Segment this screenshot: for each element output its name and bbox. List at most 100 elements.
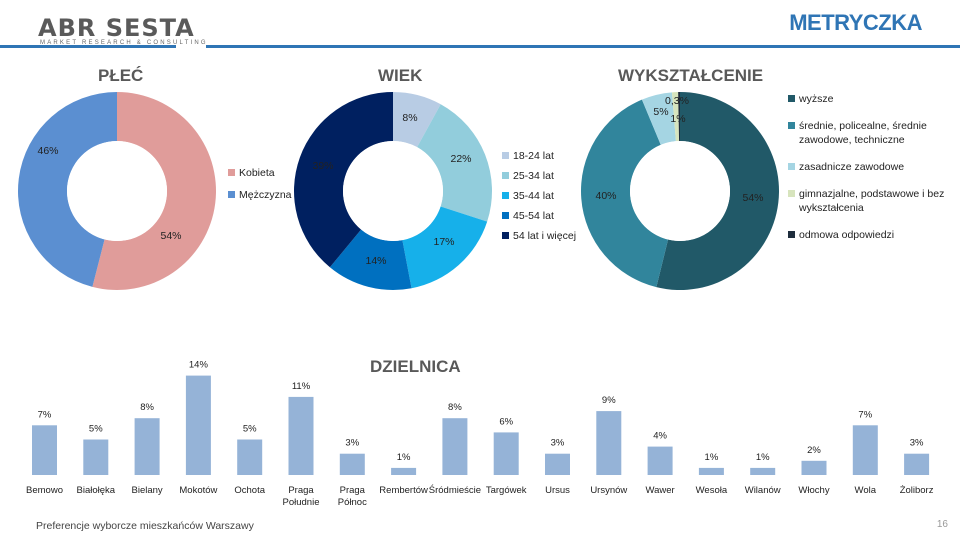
district-bar-label: 3%: [345, 438, 359, 449]
district-bar: [391, 467, 417, 475]
gender-legend-item: Kobieta: [228, 166, 298, 180]
district-bar: [596, 411, 622, 475]
district-bar-label: 3%: [910, 438, 924, 449]
education-slice-label-3: 1%: [670, 113, 685, 125]
district-category-label: Rembertów: [379, 485, 428, 496]
education-legend-item: średnie, policealne, średnie zawodowe, t…: [788, 119, 960, 147]
education-legend-item: gimnazjalne, podstawowe i bez wykształce…: [788, 187, 960, 215]
district-bar: [647, 446, 673, 475]
district-category-label: Włochy: [798, 485, 829, 496]
page-number: 16: [936, 519, 948, 530]
age-legend: 18-24 lat 25-34 lat 35-44 lat 45-54 lat 54 l…: [502, 149, 592, 243]
district-bar: [852, 425, 878, 475]
district-category-label: Praga: [288, 485, 314, 496]
education-legend-item: odmowa odpowiedzi: [788, 228, 960, 242]
education-slice-label-1: 40%: [595, 190, 616, 202]
gender-slice-1: [17, 92, 117, 287]
district-category-label: Białołęka: [77, 485, 116, 496]
district-bar-label: 3%: [551, 438, 565, 449]
education-legend-label: zasadnicze zawodowe: [799, 161, 905, 173]
district-bar: [904, 453, 930, 475]
chart-title-age: WIEK: [378, 66, 423, 85]
education-legend-swatch: [788, 163, 795, 170]
chart-title-district: DZIELNICA: [370, 357, 461, 376]
age-legend-item: 54 lat i więcej: [502, 229, 592, 243]
age-slice-label-2: 17%: [433, 236, 454, 248]
district-bar: [32, 425, 57, 475]
age-slice-2: [402, 206, 488, 289]
age-legend-item: 18-24 lat: [502, 149, 592, 163]
education-legend-item: wyższe: [788, 92, 960, 106]
education-legend-label: wyższe: [799, 93, 834, 105]
education-legend-swatch: [788, 122, 795, 129]
chart-title-education: WYKSZTAŁCENIE: [618, 66, 764, 85]
education-legend-label: odmowa odpowiedzi: [799, 229, 895, 241]
district-bar: [493, 432, 519, 475]
header-divider: [0, 45, 960, 48]
gender-legend-swatch: [228, 169, 235, 176]
district-category-label: Południe: [283, 497, 320, 508]
gender-legend: Kobieta Mężczyzna: [228, 166, 298, 202]
footer-text: Preferencje wyborcze mieszkańców Warszaw…: [36, 520, 254, 532]
district-bar-label: 6%: [499, 416, 513, 427]
district-bar: [698, 467, 724, 475]
age-legend-swatch: [502, 232, 509, 239]
education-slice-2: [641, 92, 676, 145]
gender-slice-label-1: 46%: [37, 145, 58, 157]
page-title: METRYCZKA: [789, 10, 922, 35]
age-slice-0: [393, 92, 441, 148]
district-bar: [288, 396, 314, 475]
education-legend-item: zasadnicze zawodowe: [788, 160, 960, 174]
education-slice-3: [671, 92, 680, 142]
age-legend-item: 25-34 lat: [502, 169, 592, 183]
district-bar: [442, 418, 468, 475]
district-bar-label: 1%: [756, 452, 770, 463]
age-legend-swatch: [502, 212, 509, 219]
education-legend-label: gimnazjalne, podstawowe i bez wykształce…: [799, 188, 945, 214]
education-slice-4: [678, 92, 680, 142]
district-category-label: Ursus: [545, 485, 570, 496]
age-legend-label: 45-54 lat: [513, 210, 554, 222]
logo: ABR SESTA: [38, 14, 195, 42]
district-bar: [185, 375, 211, 475]
age-donut-hole: [343, 141, 443, 241]
district-category-label: Praga: [340, 485, 366, 496]
age-slice-label-4: 39%: [312, 160, 333, 172]
age-legend-label: 25-34 lat: [513, 170, 554, 182]
district-bar-label: 1%: [397, 452, 411, 463]
age-slice-1: [417, 104, 493, 222]
age-slice-3: [329, 229, 412, 290]
district-category-label: Śródmieście: [429, 484, 481, 496]
district-category-label: Bielany: [132, 485, 163, 496]
district-category-label: Żoliborz: [900, 485, 934, 496]
district-category-label: Mokotów: [179, 485, 217, 496]
logo-tagline: MARKET RESEARCH & CONSULTING: [40, 40, 208, 46]
gender-legend-item: Mężczyzna: [228, 188, 298, 202]
district-bar-label: 7%: [38, 409, 52, 420]
district-category-label: Wawer: [645, 485, 674, 496]
district-bar-label: 7%: [858, 409, 872, 420]
district-category-label: Targówek: [486, 485, 527, 496]
gender-slice-0: [92, 92, 216, 290]
district-bar: [801, 460, 827, 475]
age-slice-label-3: 14%: [365, 255, 386, 267]
district-bar-label: 8%: [140, 402, 154, 413]
gender-donut-hole: [67, 141, 167, 241]
district-bar: [750, 467, 776, 475]
district-bar: [545, 453, 570, 475]
district-bar-label: 8%: [448, 402, 462, 413]
district-bar-label: 9%: [602, 395, 616, 406]
education-slice-1: [581, 99, 669, 288]
age-legend-swatch: [502, 192, 509, 199]
district-bar: [237, 439, 263, 475]
district-bar-label: 4%: [653, 431, 667, 442]
age-legend-label: 18-24 lat: [513, 150, 554, 162]
age-slice-label-0: 8%: [402, 112, 417, 124]
education-legend-swatch: [788, 231, 795, 238]
education-legend-swatch: [788, 190, 795, 197]
chart-title-gender: PŁEĆ: [98, 66, 144, 85]
district-bar-label: 14%: [189, 360, 209, 371]
gender-slice-label-0: 54%: [160, 230, 181, 242]
district-category-label: Ursynów: [590, 485, 627, 496]
